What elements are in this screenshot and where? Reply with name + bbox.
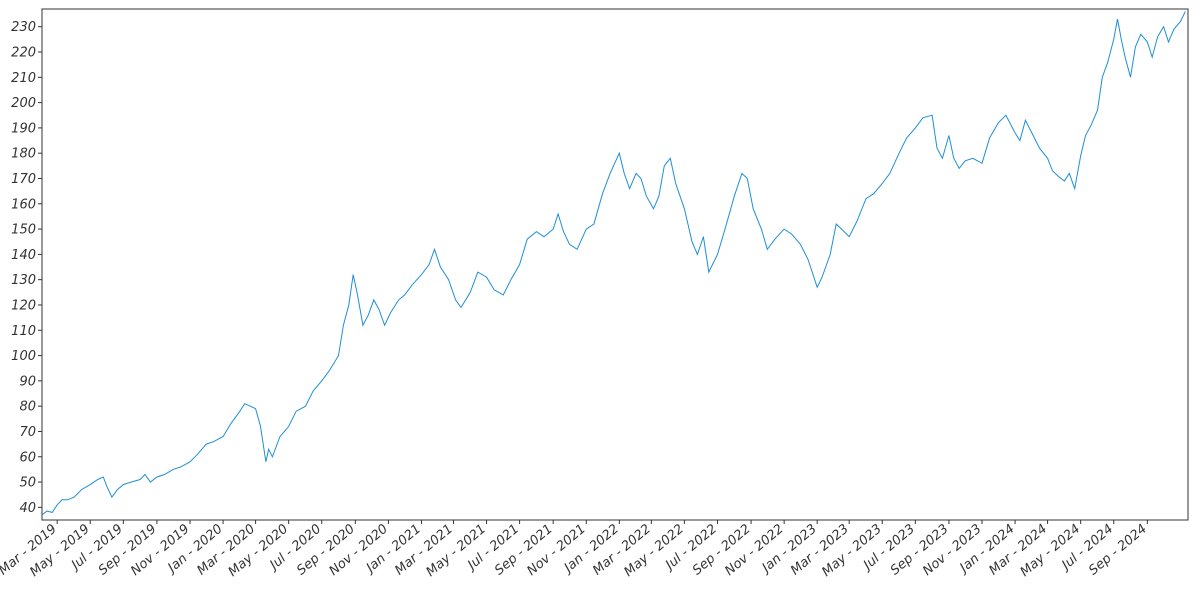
- y-tick-label: 80: [19, 400, 36, 415]
- y-tick-label: 190: [11, 121, 36, 136]
- y-tick-label: 210: [11, 71, 36, 86]
- y-tick-label: 60: [19, 450, 36, 465]
- y-tick-label: 170: [11, 172, 36, 187]
- y-tick-label: 220: [11, 46, 36, 61]
- y-tick-label: 160: [11, 197, 36, 212]
- y-tick-label: 90: [19, 374, 36, 389]
- y-tick-label: 140: [11, 248, 36, 263]
- y-tick-label: 130: [11, 273, 36, 288]
- y-tick-label: 100: [11, 349, 36, 364]
- series-layer: [41, 11, 1186, 516]
- y-axis: 40 50 60 70 80 90 100 110 120 130 140 150 160 170 180 1…: [11, 20, 42, 516]
- y-tick-label: 150: [11, 223, 36, 238]
- price-series-line: [41, 11, 1186, 516]
- plot-frame: [41, 8, 1189, 521]
- y-tick-label: 50: [19, 476, 36, 491]
- y-tick-label: 70: [19, 425, 36, 440]
- y-tick-label: 180: [11, 147, 36, 162]
- y-tick-label: 110: [11, 324, 36, 339]
- plot-border: [41, 8, 1189, 521]
- y-tick-label: 200: [11, 96, 36, 111]
- y-tick-label: 230: [11, 20, 36, 35]
- y-tick-label: 40: [19, 501, 36, 516]
- y-tick-label: 120: [11, 298, 36, 313]
